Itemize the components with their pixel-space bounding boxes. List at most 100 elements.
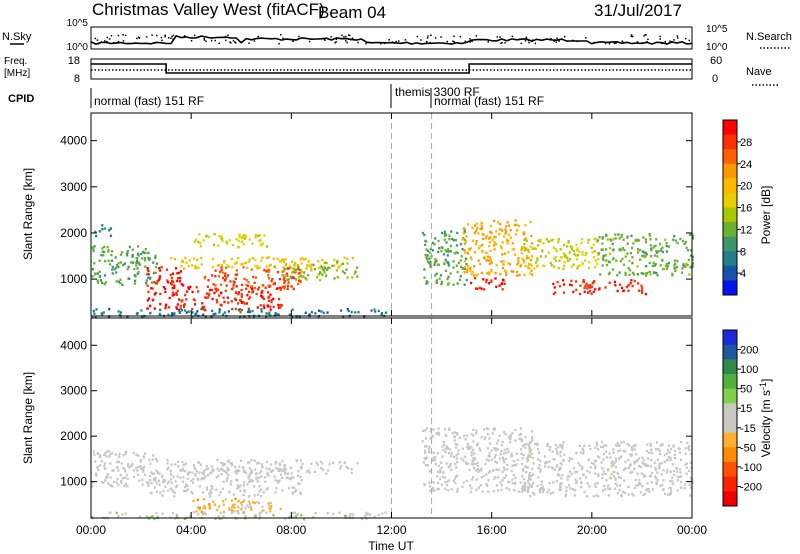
heatmap-cell — [341, 270, 344, 273]
heatmap-cell — [209, 472, 212, 475]
heatmap-cell — [474, 457, 477, 460]
heatmap-cell — [480, 227, 484, 231]
noise-search-dot — [156, 34, 158, 37]
heatmap-cell — [234, 497, 237, 501]
heatmap-cell — [340, 309, 343, 312]
heatmap-cell — [470, 478, 473, 481]
heatmap-cell — [437, 481, 440, 485]
heatmap-cell — [267, 284, 270, 287]
heatmap-cell — [594, 459, 598, 463]
heatmap-cell — [630, 246, 634, 250]
heatmap-cell — [184, 462, 187, 465]
heatmap-cell — [690, 249, 693, 252]
heatmap-cell — [673, 449, 676, 453]
heatmap-cell — [234, 470, 237, 473]
heatmap-cell — [458, 436, 461, 439]
heatmap-cell — [687, 248, 690, 252]
heatmap-cell — [421, 429, 425, 433]
heatmap-cell — [152, 472, 156, 475]
heatmap-cell — [475, 469, 478, 472]
y-tick-label: 4000 — [60, 338, 87, 352]
noise-search-dot — [420, 39, 422, 41]
noise-search-dot — [227, 34, 229, 36]
heatmap-cell — [130, 261, 133, 264]
heatmap-cell — [248, 479, 252, 482]
heatmap-cell — [504, 232, 507, 235]
heatmap-cell — [676, 242, 679, 245]
heatmap-cell — [179, 469, 182, 472]
heatmap-cell — [447, 452, 451, 455]
heatmap-cell — [491, 432, 494, 435]
noise-search-dot — [379, 42, 382, 45]
heatmap-cell — [192, 298, 195, 301]
heatmap-cell — [456, 488, 459, 491]
heatmap-cell — [197, 461, 200, 465]
heatmap-cell — [473, 466, 476, 470]
heatmap-cell — [203, 504, 206, 508]
heatmap-cell — [631, 492, 634, 496]
heatmap-cell — [517, 224, 520, 228]
heatmap-cell — [487, 459, 491, 462]
heatmap-cell — [245, 261, 248, 264]
heatmap-cell — [670, 487, 673, 490]
noise-sky-line — [90, 34, 693, 45]
heatmap-cell — [470, 451, 473, 454]
heatmap-cell — [443, 238, 446, 241]
heatmap-cell — [271, 277, 274, 281]
heatmap-cell — [180, 270, 183, 273]
heatmap-cell — [479, 484, 482, 487]
colorbar-swatch — [723, 359, 737, 375]
heatmap-cell — [136, 473, 139, 476]
heatmap-cell — [242, 266, 245, 269]
heatmap-cell — [243, 499, 246, 502]
heatmap-cell — [524, 485, 527, 488]
heatmap-cell — [173, 293, 176, 296]
freq-panel: Freq. [MHz] 18 8 60 0 Nave — [4, 55, 780, 86]
heatmap-cell — [483, 288, 486, 291]
heatmap-cell — [230, 511, 234, 515]
colorbar-tick-label: -15 — [740, 423, 756, 435]
heatmap-cell — [249, 471, 252, 474]
heatmap-cell — [594, 259, 597, 262]
heatmap-cell — [648, 475, 652, 478]
heatmap-cell — [617, 450, 620, 453]
heatmap-cell — [612, 248, 615, 251]
heatmap-cell — [258, 234, 261, 237]
heatmap-cell — [164, 306, 167, 310]
noise-search-dot — [556, 37, 558, 40]
heatmap-cell — [596, 239, 600, 242]
heatmap-cell — [683, 487, 686, 490]
heatmap-cell — [622, 468, 626, 472]
heatmap-cell — [654, 466, 657, 470]
heatmap-cell — [665, 242, 668, 245]
heatmap-cell — [487, 259, 491, 262]
heatmap-cell — [476, 227, 479, 230]
heatmap-cell — [440, 231, 444, 235]
heatmap-cell — [258, 484, 261, 488]
heatmap-cell — [155, 262, 158, 265]
heatmap-cell — [469, 256, 472, 259]
heatmap-cell — [428, 251, 431, 254]
heatmap-cell — [553, 257, 556, 260]
heatmap-cell — [206, 474, 209, 477]
heatmap-cell — [457, 449, 460, 452]
heatmap-cell — [96, 281, 99, 284]
heatmap-cell — [651, 264, 654, 268]
heatmap-cell — [312, 515, 315, 519]
heatmap-cell — [270, 300, 273, 304]
heatmap-cell — [500, 282, 503, 286]
heatmap-cell — [493, 248, 496, 251]
heatmap-cell — [191, 492, 194, 495]
freq-tick-top: 18 — [68, 55, 80, 67]
heatmap-cell — [527, 476, 531, 480]
heatmap-cell — [272, 305, 275, 309]
heatmap-cell — [622, 238, 625, 241]
heatmap-cell — [513, 248, 516, 251]
heatmap-cell — [114, 256, 117, 259]
heatmap-cell — [524, 482, 527, 486]
heatmap-cell — [146, 516, 149, 519]
heatmap-cell — [660, 462, 663, 465]
heatmap-cell — [431, 241, 435, 245]
heatmap-cell — [489, 256, 492, 259]
heatmap-cell — [169, 472, 173, 475]
